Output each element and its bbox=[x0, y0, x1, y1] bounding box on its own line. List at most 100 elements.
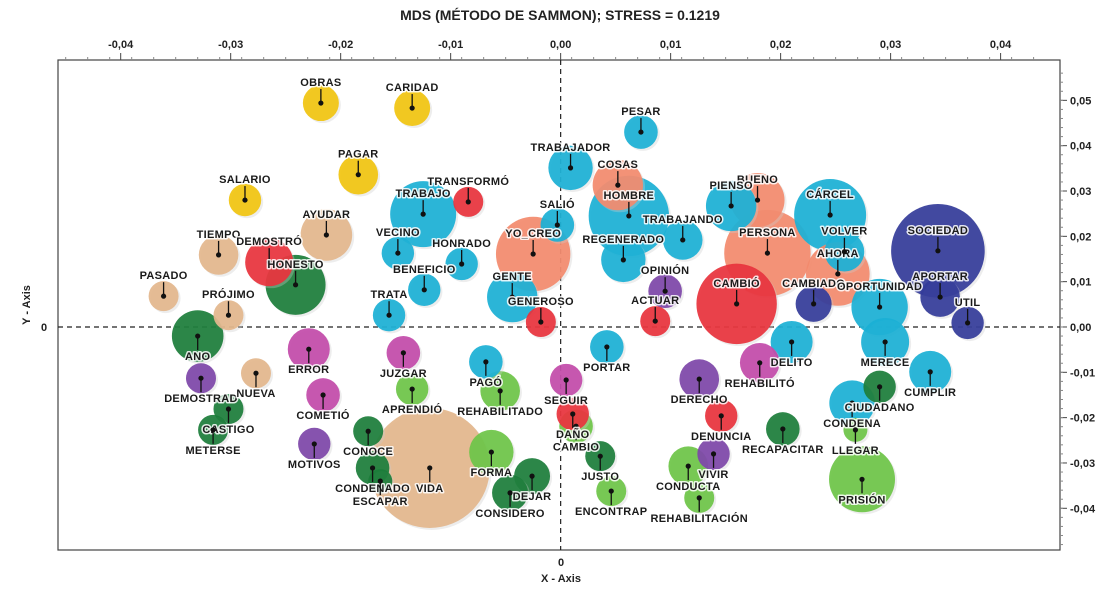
point-label: HONRADO bbox=[432, 238, 491, 250]
point-marker bbox=[409, 105, 415, 111]
point-marker bbox=[764, 250, 771, 256]
point-marker bbox=[780, 426, 786, 432]
point-label: METERSE bbox=[185, 445, 240, 457]
point-label: TRANSFORMÓ bbox=[427, 175, 509, 188]
point-marker bbox=[662, 288, 668, 294]
point-label: MERECE bbox=[861, 357, 910, 369]
point-marker bbox=[323, 232, 329, 238]
point-marker bbox=[811, 301, 817, 307]
point-label: PERSONA bbox=[739, 227, 796, 239]
point-label: CARIDAD bbox=[386, 82, 439, 94]
point-marker bbox=[529, 473, 535, 479]
point-marker bbox=[488, 449, 494, 455]
point-label: DAÑO bbox=[556, 428, 590, 441]
point-label: REHABILITÓ bbox=[725, 377, 795, 390]
point-marker bbox=[215, 252, 222, 258]
point-marker bbox=[292, 282, 299, 288]
point-marker bbox=[841, 249, 848, 255]
point-label: VIVIR bbox=[698, 469, 728, 481]
point-label: TRABAJANDO bbox=[643, 214, 723, 226]
point-label: NUEVA bbox=[236, 388, 275, 400]
point-label: DEMOSTRAD bbox=[164, 393, 238, 405]
point-label: DELITO bbox=[771, 357, 813, 369]
x-zero-label: 0 bbox=[558, 557, 564, 569]
x-tick-label: -0,01 bbox=[438, 39, 463, 51]
point-label: DERECHO bbox=[671, 394, 728, 406]
point-label: PORTAR bbox=[583, 362, 630, 374]
point-marker bbox=[225, 406, 232, 412]
x-tick-label: 0,03 bbox=[880, 39, 901, 51]
point-marker bbox=[421, 287, 427, 293]
point-label: ESCAPAR bbox=[353, 496, 408, 508]
point-marker bbox=[160, 293, 167, 299]
x-tick-label: -0,04 bbox=[108, 39, 134, 51]
point-marker bbox=[877, 304, 883, 310]
point-label: COSAS bbox=[598, 159, 639, 171]
point-label: JUSTO bbox=[581, 471, 619, 483]
point-marker bbox=[965, 320, 971, 326]
point-marker bbox=[538, 319, 544, 325]
point-marker bbox=[638, 129, 644, 135]
point-label: REGENERADO bbox=[582, 234, 664, 246]
point-marker bbox=[882, 339, 888, 345]
point-labels: OBRAS CARIDADPAGARSALARIOAYUDARTIEMPODEMO… bbox=[138, 76, 982, 527]
y-tick-label: 0,03 bbox=[1070, 186, 1091, 198]
point-label: ENCONTRAP bbox=[575, 506, 647, 518]
point-label: RECAPACITAR bbox=[742, 444, 824, 456]
point-label: PAGÓ bbox=[469, 376, 502, 389]
point-marker bbox=[198, 375, 204, 381]
point-marker bbox=[859, 476, 865, 482]
y-tick-label: 0,02 bbox=[1070, 231, 1091, 243]
point-label: CAMBIÓ bbox=[713, 277, 760, 290]
point-label: SALIÓ bbox=[540, 198, 575, 211]
point-label: OPORTUNIDAD bbox=[837, 281, 922, 293]
point-label: CAMBIO bbox=[553, 441, 600, 453]
point-marker bbox=[652, 318, 658, 324]
y-tick-label: 0,00 bbox=[1070, 322, 1091, 334]
point-label: VIDA bbox=[416, 483, 443, 495]
x-tick-label: -0,02 bbox=[328, 39, 353, 51]
point-marker bbox=[696, 376, 702, 382]
y-tick-label: 0,04 bbox=[1070, 141, 1092, 153]
point-marker bbox=[306, 346, 312, 352]
point-marker bbox=[734, 301, 740, 307]
point-label: PASADO bbox=[140, 270, 188, 282]
point-marker bbox=[497, 388, 503, 394]
point-label: DEMOSTRÓ bbox=[236, 235, 302, 248]
point-label: OBRAS bbox=[300, 77, 341, 89]
point-marker bbox=[509, 294, 515, 300]
point-marker bbox=[696, 495, 702, 501]
point-label: BUENO bbox=[737, 174, 778, 186]
point-marker bbox=[728, 203, 734, 209]
plot-frame bbox=[57, 59, 1061, 551]
point-marker bbox=[530, 251, 536, 257]
point-marker bbox=[710, 451, 717, 457]
point-label: PESAR bbox=[621, 106, 660, 118]
x-axis-label: X - Axis bbox=[541, 573, 581, 585]
point-marker bbox=[369, 465, 376, 471]
point-label: CUMPLIR bbox=[904, 387, 956, 399]
point-label: CONDUCTA bbox=[656, 481, 721, 493]
point-marker bbox=[937, 294, 943, 300]
point-marker bbox=[620, 257, 626, 263]
point-marker bbox=[465, 199, 471, 205]
point-label: PIENSO bbox=[709, 180, 753, 192]
point-label: BENEFICIO bbox=[393, 264, 456, 276]
point-marker bbox=[835, 271, 841, 277]
point-label: PRÓJIMO bbox=[202, 288, 255, 301]
point-marker bbox=[615, 182, 621, 188]
point-marker bbox=[680, 237, 686, 243]
y-tick-label: -0,04 bbox=[1070, 503, 1096, 515]
point-marker bbox=[852, 427, 859, 433]
point-marker bbox=[827, 212, 833, 218]
point-marker bbox=[311, 441, 317, 447]
point-label: OPINIÓN bbox=[641, 264, 690, 277]
point-marker bbox=[554, 222, 560, 228]
point-label: SEGUIR bbox=[544, 395, 588, 407]
point-marker bbox=[395, 250, 401, 256]
point-marker bbox=[242, 197, 248, 203]
point-label: VOLVER bbox=[821, 226, 867, 238]
point-label: APRENDIÓ bbox=[382, 403, 443, 416]
point-marker bbox=[685, 463, 691, 469]
